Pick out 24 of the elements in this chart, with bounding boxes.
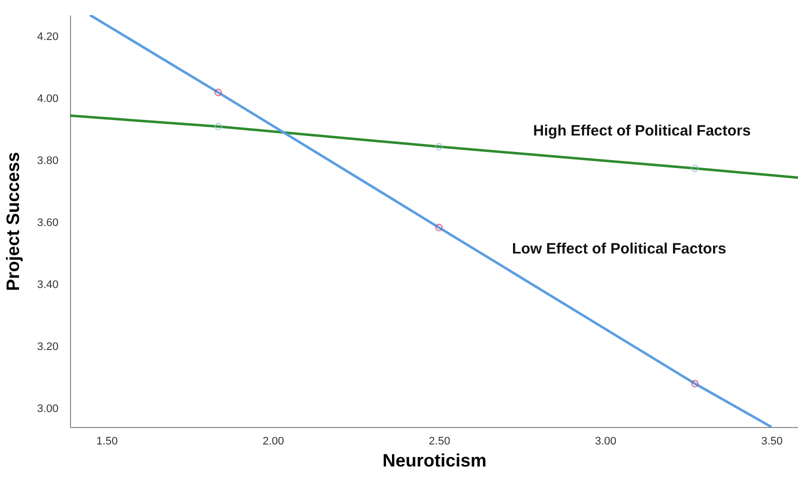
point <box>691 164 699 172</box>
y-tick-label: 3.60 <box>37 217 58 230</box>
x-tick-label: 2.00 <box>262 436 284 448</box>
y-tick-label: 3.00 <box>37 402 58 415</box>
point <box>214 88 222 96</box>
y-tick-label: 3.20 <box>37 340 58 353</box>
line-series <box>70 114 798 179</box>
y-tick-label: 3.40 <box>37 279 58 292</box>
point <box>691 380 699 388</box>
x-axis-title: Neuroticism <box>382 450 487 470</box>
x-tick-label: 3.00 <box>594 436 616 448</box>
point <box>435 224 443 232</box>
x-tick-label: 1.50 <box>96 436 118 448</box>
x-tick-label: 2.50 <box>428 436 450 448</box>
x-tick-label: 3.50 <box>761 436 783 448</box>
y-tick-label: 4.20 <box>37 31 58 44</box>
point <box>214 122 222 130</box>
y-tick-label: 4.00 <box>37 93 58 106</box>
line-series <box>88 15 773 427</box>
series-label: Low Effect of Political Factors <box>512 240 726 258</box>
point <box>435 142 443 150</box>
y-axis-title: Project Success <box>3 152 24 292</box>
y-tick-label: 3.80 <box>37 155 58 168</box>
series-label: High Effect of Political Factors <box>533 122 751 140</box>
